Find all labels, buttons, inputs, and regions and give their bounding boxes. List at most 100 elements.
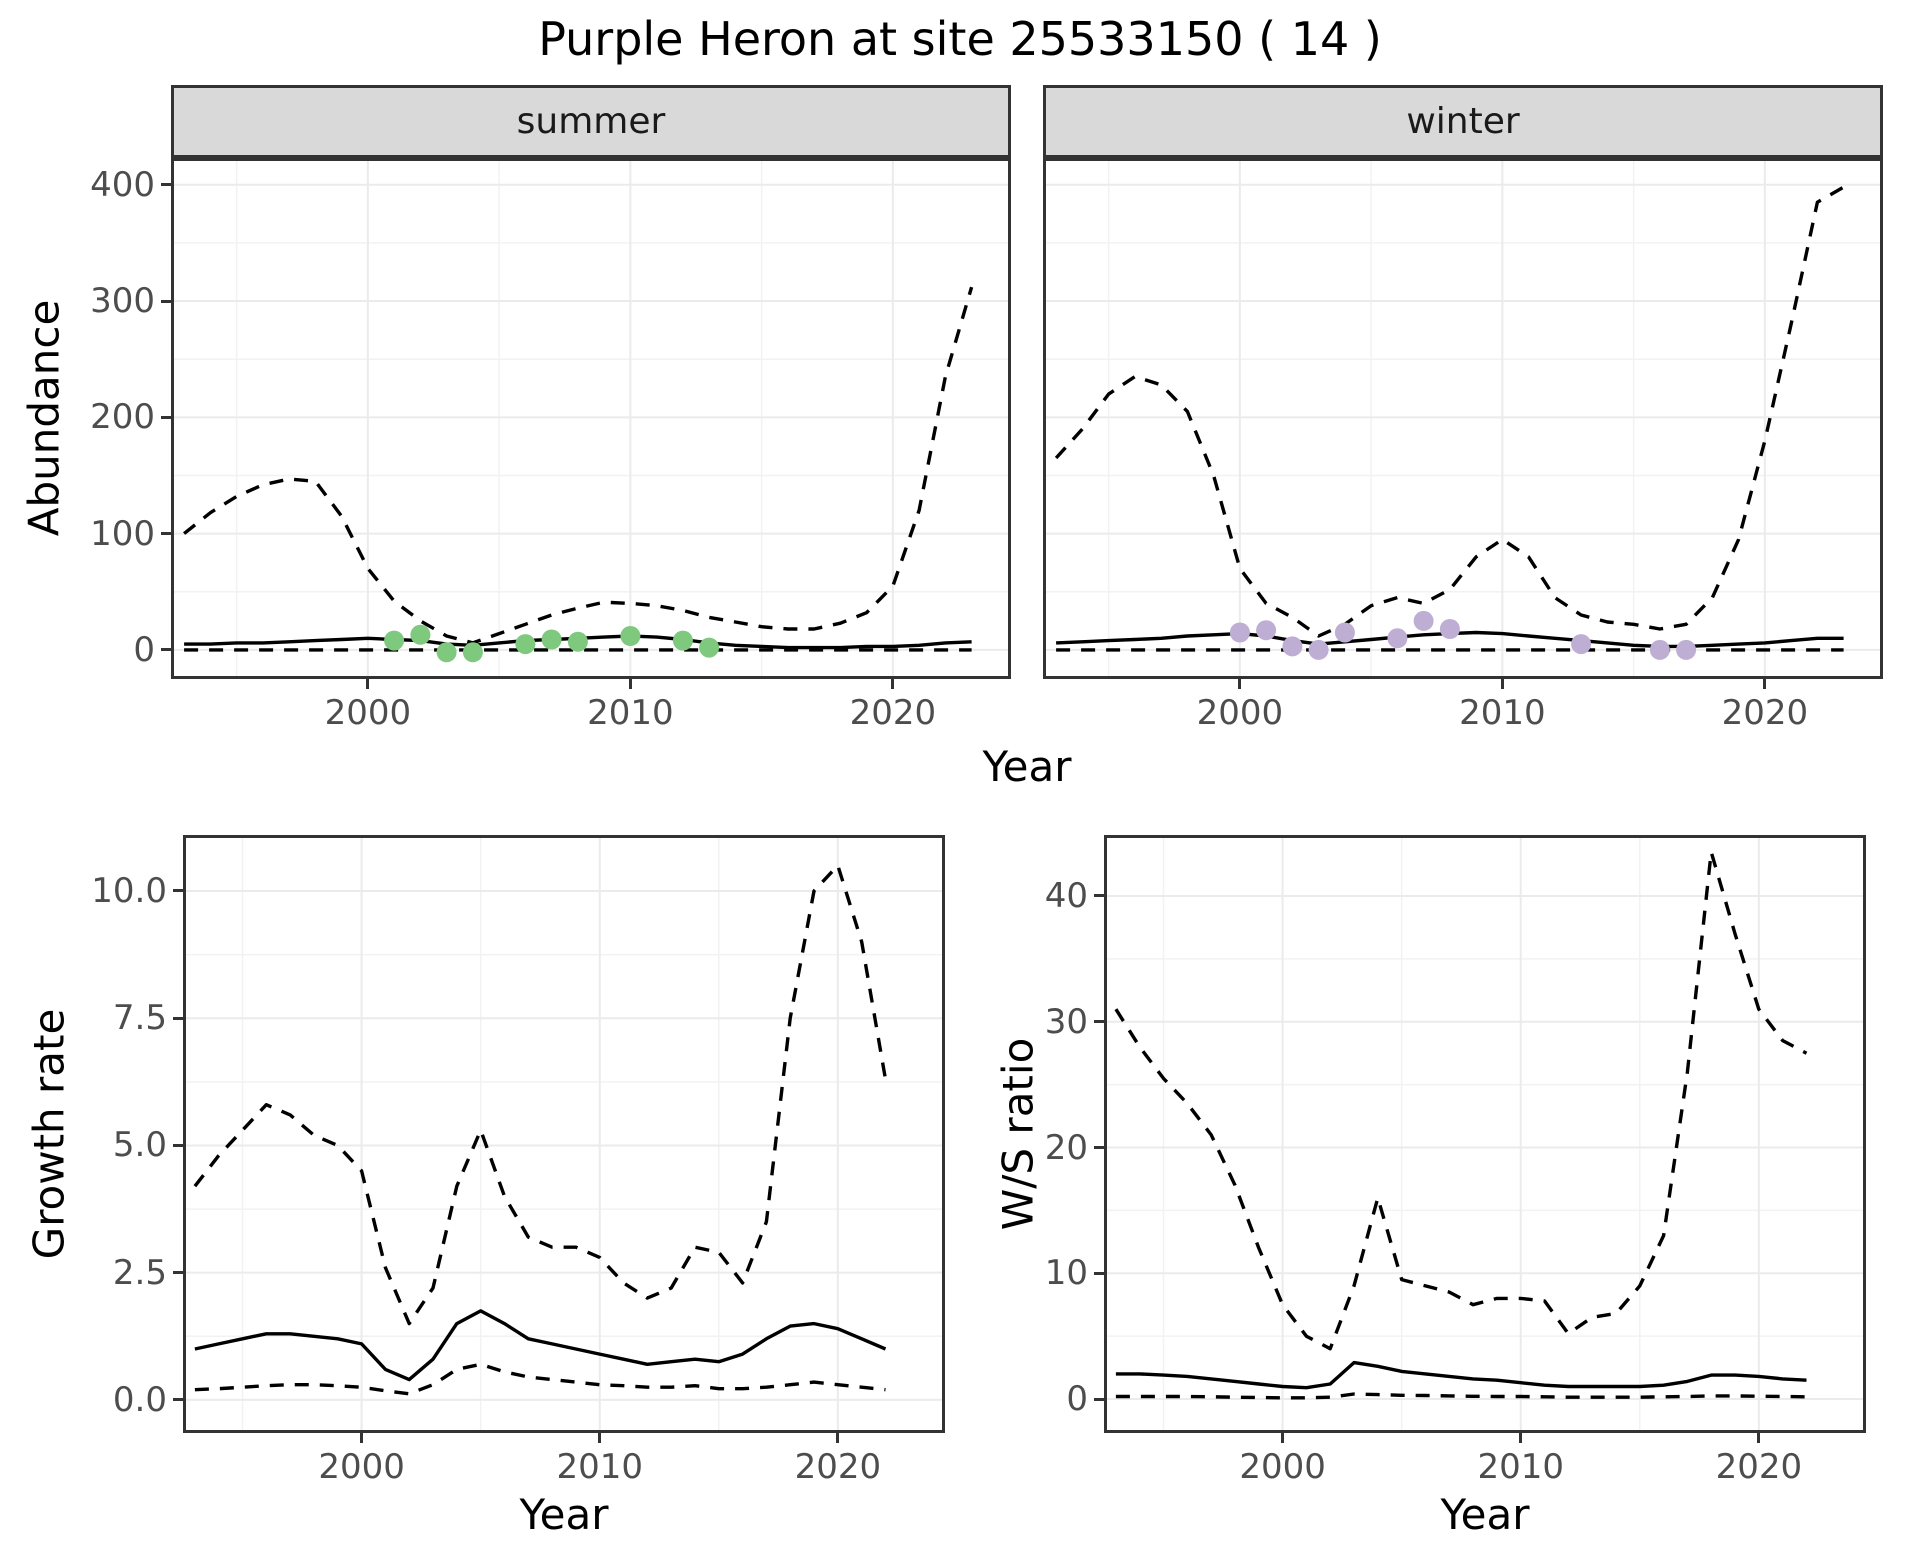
panel-abundance-summer: [171, 158, 1011, 679]
y-tick-mark: [1094, 1397, 1104, 1401]
x-tick-label: 2000: [324, 693, 412, 733]
observation-point: [1282, 636, 1303, 657]
observation-point: [1439, 619, 1460, 639]
y-tick-mark: [1094, 1271, 1104, 1275]
panel-abundance-winter: [1043, 158, 1883, 679]
y-tick-label: 200: [90, 397, 155, 438]
y-tick-label: 300: [90, 281, 155, 322]
x-tick-mark: [1281, 1433, 1285, 1443]
chart-canvas-abundance_winter: [1043, 158, 1883, 679]
y-tick-mark: [173, 889, 183, 893]
y-tick-label: 400: [90, 164, 155, 205]
observation-point: [1649, 639, 1670, 660]
observation-point: [1676, 639, 1697, 660]
x-tick-label: 2010: [587, 693, 674, 733]
y-tick-label: 5.0: [112, 1125, 167, 1166]
observation-point: [672, 630, 693, 651]
x-tick-label: 2000: [318, 1447, 405, 1487]
observation-point: [567, 631, 588, 652]
observation-point: [384, 630, 405, 651]
x-tick-label: 2000: [1239, 1447, 1326, 1487]
x-tick-mark: [1500, 679, 1504, 689]
x-tick-label: 2020: [1721, 693, 1809, 733]
y-tick-label: 0: [1066, 1379, 1088, 1420]
x-tick-mark: [1519, 1433, 1523, 1443]
chart-canvas-ws_ratio: [1104, 835, 1866, 1433]
y-tick-mark: [1094, 1020, 1104, 1024]
series-mean-line: [1115, 1360, 1807, 1390]
series-lower_ci-line: [1115, 1392, 1807, 1400]
x-tick-label: 2010: [556, 1447, 643, 1487]
y-tick-label: 0.0: [112, 1379, 167, 1420]
y-tick-label: 100: [90, 513, 155, 554]
panel-border: [183, 835, 945, 1433]
y-tick-label: 7.5: [112, 998, 167, 1039]
x-tick-label: 2000: [1196, 693, 1284, 733]
observation-point: [1256, 620, 1277, 641]
panel-border: [1043, 158, 1883, 679]
x-tick-mark: [366, 679, 370, 689]
x-axis-label-year-ws: Year: [1440, 1490, 1530, 1539]
observation-point: [1413, 610, 1434, 631]
y-tick-mark: [1094, 1146, 1104, 1150]
x-tick-mark: [628, 679, 632, 689]
series-lower_ci-line: [194, 1362, 886, 1396]
y-tick-label: 30: [1044, 1001, 1088, 1042]
facet-label-winter: winter: [1406, 101, 1520, 142]
y-tick-label: 0: [133, 629, 155, 670]
x-tick-mark: [360, 1433, 364, 1443]
x-tick-mark: [1763, 679, 1767, 689]
y-tick-mark: [161, 415, 171, 419]
observation-point: [699, 637, 720, 658]
y-tick-mark: [161, 648, 171, 652]
panel-growth-rate: [183, 835, 945, 1433]
chart-canvas-abundance_summer: [171, 158, 1011, 679]
x-tick-label: 2010: [1477, 1447, 1564, 1487]
series-upper_ci-line: [183, 286, 974, 645]
facet-label-summer: summer: [516, 101, 666, 142]
x-tick-label: 2020: [849, 693, 937, 733]
observation-point: [462, 642, 483, 663]
observation-point: [1571, 634, 1592, 655]
observation-point: [1308, 639, 1329, 660]
x-axis-label-year-growth: Year: [519, 1490, 609, 1539]
x-tick-label: 2020: [1715, 1447, 1803, 1487]
observation-point: [410, 624, 431, 645]
observation-point: [620, 626, 641, 646]
y-tick-label: 20: [1044, 1127, 1088, 1168]
observation-point: [1387, 628, 1408, 649]
observation-point: [541, 629, 562, 650]
x-tick-label: 2010: [1459, 693, 1546, 733]
y-tick-mark: [161, 532, 171, 536]
y-tick-mark: [173, 1271, 183, 1275]
facet-strip-winter: winter: [1043, 85, 1883, 158]
x-tick-mark: [598, 1433, 602, 1443]
plot-title: Purple Heron at site 25533150 ( 14 ): [538, 12, 1382, 66]
x-tick-mark: [1757, 1433, 1761, 1443]
y-tick-label: 2.5: [112, 1252, 167, 1293]
y-tick-mark: [161, 183, 171, 187]
panel-border: [1104, 835, 1866, 1433]
chart-canvas-growth_rate: [183, 835, 945, 1433]
observation-point: [1229, 622, 1250, 643]
observation-point: [1334, 622, 1355, 643]
facet-strip-summer: summer: [171, 85, 1011, 158]
y-tick-mark: [161, 299, 171, 303]
y-tick-mark: [173, 1016, 183, 1020]
y-tick-label: 40: [1044, 875, 1088, 916]
y-tick-mark: [173, 1398, 183, 1402]
y-tick-mark: [1094, 894, 1104, 898]
x-tick-label: 2020: [794, 1447, 882, 1487]
x-tick-mark: [836, 1433, 840, 1443]
y-tick-label: 10.0: [91, 870, 167, 911]
observation-point: [436, 642, 457, 663]
panel-border: [171, 158, 1011, 679]
series-mean-line: [194, 1309, 887, 1382]
x-axis-label-year-top: Year: [982, 742, 1072, 791]
series-upper_ci-line: [1054, 185, 1845, 638]
series-upper_ci-line: [1114, 850, 1808, 1351]
x-tick-mark: [891, 679, 895, 689]
x-tick-mark: [1238, 679, 1242, 689]
panel-ws-ratio: [1104, 835, 1866, 1433]
